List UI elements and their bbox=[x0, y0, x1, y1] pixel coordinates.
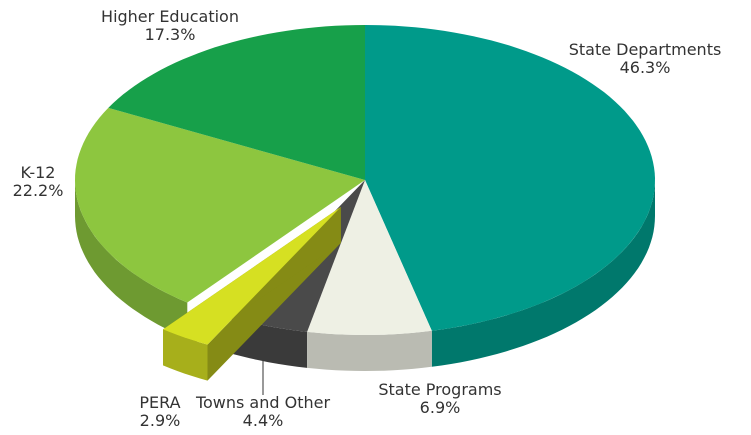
slice-side bbox=[431, 180, 655, 367]
slice bbox=[163, 207, 341, 345]
slice bbox=[365, 25, 655, 331]
slice bbox=[108, 25, 366, 180]
slice-value-label: 22.2% bbox=[13, 181, 64, 200]
slice-label: PERA bbox=[139, 393, 180, 412]
slice-label: State Programs bbox=[378, 380, 501, 399]
slice-value-label: 4.4% bbox=[243, 411, 284, 430]
slice-value-label: 2.9% bbox=[140, 411, 181, 430]
slice-label: Towns and Other bbox=[195, 393, 331, 412]
slice bbox=[75, 107, 365, 303]
slice-value-label: 17.3% bbox=[145, 25, 196, 44]
slice-side bbox=[163, 329, 208, 381]
slice-label: Higher Education bbox=[101, 7, 239, 26]
slice-side bbox=[307, 330, 432, 371]
slice bbox=[307, 180, 432, 335]
slice-side bbox=[75, 180, 188, 339]
slice-value-label: 6.9% bbox=[420, 398, 461, 417]
slice-value-label: 46.3% bbox=[620, 58, 671, 77]
slice-label: K-12 bbox=[21, 163, 56, 182]
slice-label: State Departments bbox=[569, 40, 722, 59]
